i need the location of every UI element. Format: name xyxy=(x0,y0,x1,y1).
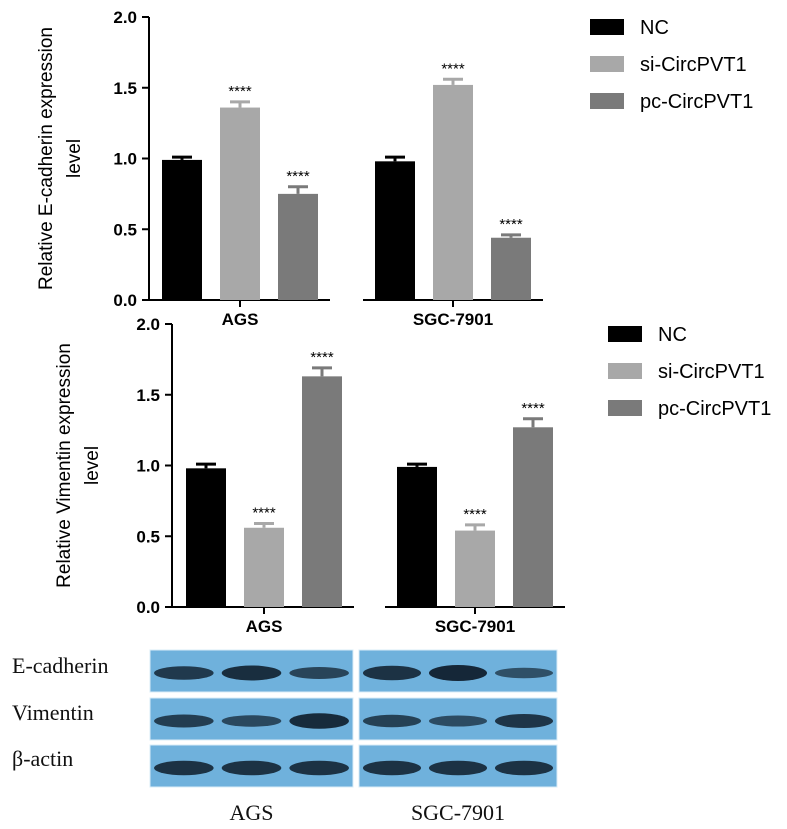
y-tick-label: 2.0 xyxy=(113,8,137,27)
legend-entry: NC xyxy=(658,324,687,346)
x-tick-label: SGC-7901 xyxy=(435,617,515,636)
legend-swatch xyxy=(590,93,624,109)
bar xyxy=(433,84,473,300)
legend-swatch xyxy=(608,363,642,379)
bar xyxy=(455,530,495,607)
legend-swatch xyxy=(590,19,624,35)
significance-mark: **** xyxy=(228,83,252,100)
blot-band xyxy=(362,714,422,728)
y-axis-label: Relative E-cadherin expression xyxy=(36,27,57,290)
blot-row-label: Vimentin xyxy=(12,700,94,725)
blot-group-label: SGC-7901 xyxy=(411,800,505,825)
blot-band xyxy=(362,760,422,776)
blot-band xyxy=(362,665,422,681)
bar xyxy=(302,376,342,607)
legend-entry: NC xyxy=(640,17,669,39)
legend-entry: si-CircPVT1 xyxy=(658,361,765,383)
legend-swatch xyxy=(608,326,642,342)
blot-band xyxy=(221,760,282,776)
bar xyxy=(220,107,260,300)
blot-band xyxy=(289,713,349,729)
blot-row-label: E-cadherin xyxy=(12,653,109,678)
significance-mark: **** xyxy=(499,216,523,233)
bar xyxy=(513,427,553,607)
blot-band xyxy=(428,665,488,681)
bar xyxy=(278,193,318,300)
y-tick-label: 1.0 xyxy=(136,457,160,476)
y-tick-label: 1.5 xyxy=(113,79,137,98)
bar xyxy=(162,159,202,300)
y-tick-label: 2.0 xyxy=(136,315,160,334)
y-tick-label: 0.0 xyxy=(113,291,137,310)
blot-band xyxy=(221,665,282,681)
y-axis-label: Relative Vimentin expression xyxy=(54,343,75,588)
bar xyxy=(186,468,226,607)
blot-row-label: β-actin xyxy=(12,746,73,771)
vimentin-chart: 0.0 0.5 1.0 1.5 2.0 AGS SGC-7901 **** **** **** **… xyxy=(54,315,771,636)
significance-mark: **** xyxy=(463,506,487,523)
y-tick-label: 0.0 xyxy=(136,598,160,617)
significance-mark: **** xyxy=(310,349,334,366)
legend-entry: pc-CircPVT1 xyxy=(640,91,753,113)
bar xyxy=(375,161,415,300)
legend-entry: si-CircPVT1 xyxy=(640,54,747,76)
significance-mark: **** xyxy=(252,505,276,522)
significance-mark: **** xyxy=(441,60,465,77)
legend-swatch xyxy=(590,56,624,72)
y-tick-label: 0.5 xyxy=(113,220,137,239)
blot-band xyxy=(428,760,488,776)
blot-band xyxy=(154,760,214,776)
y-axis-label: level xyxy=(82,446,103,485)
x-tick-label: SGC-7901 xyxy=(413,310,493,329)
blot-group-label: AGS xyxy=(229,800,273,825)
blot-band xyxy=(289,760,349,776)
blot-band xyxy=(154,666,214,680)
y-axis-label: level xyxy=(64,139,85,178)
x-tick-label: AGS xyxy=(246,617,283,636)
blot-band xyxy=(154,714,214,728)
significance-mark: **** xyxy=(286,168,310,185)
y-tick-label: 1.0 xyxy=(113,150,137,169)
bar xyxy=(491,237,531,300)
blot-band xyxy=(289,667,349,679)
western-blot: E-cadherin Vimentin β-actin AGS SGC-7901 xyxy=(12,649,558,825)
y-tick-label: 0.5 xyxy=(136,527,160,546)
bar xyxy=(397,466,437,607)
blot-band xyxy=(494,714,554,728)
blot-band xyxy=(221,715,282,727)
blot-band xyxy=(494,667,554,679)
significance-mark: **** xyxy=(521,400,545,417)
bar xyxy=(244,527,284,607)
blot-band xyxy=(494,760,554,776)
legend-swatch xyxy=(608,400,642,416)
blot-band xyxy=(428,715,488,727)
legend-entry: pc-CircPVT1 xyxy=(658,398,771,420)
y-tick-label: 1.5 xyxy=(136,386,160,405)
ecadherin-chart: 0.0 0.5 1.0 1.5 2.0 AGS SGC-7901 **** **** **** **… xyxy=(36,8,753,329)
x-tick-label: AGS xyxy=(222,310,259,329)
